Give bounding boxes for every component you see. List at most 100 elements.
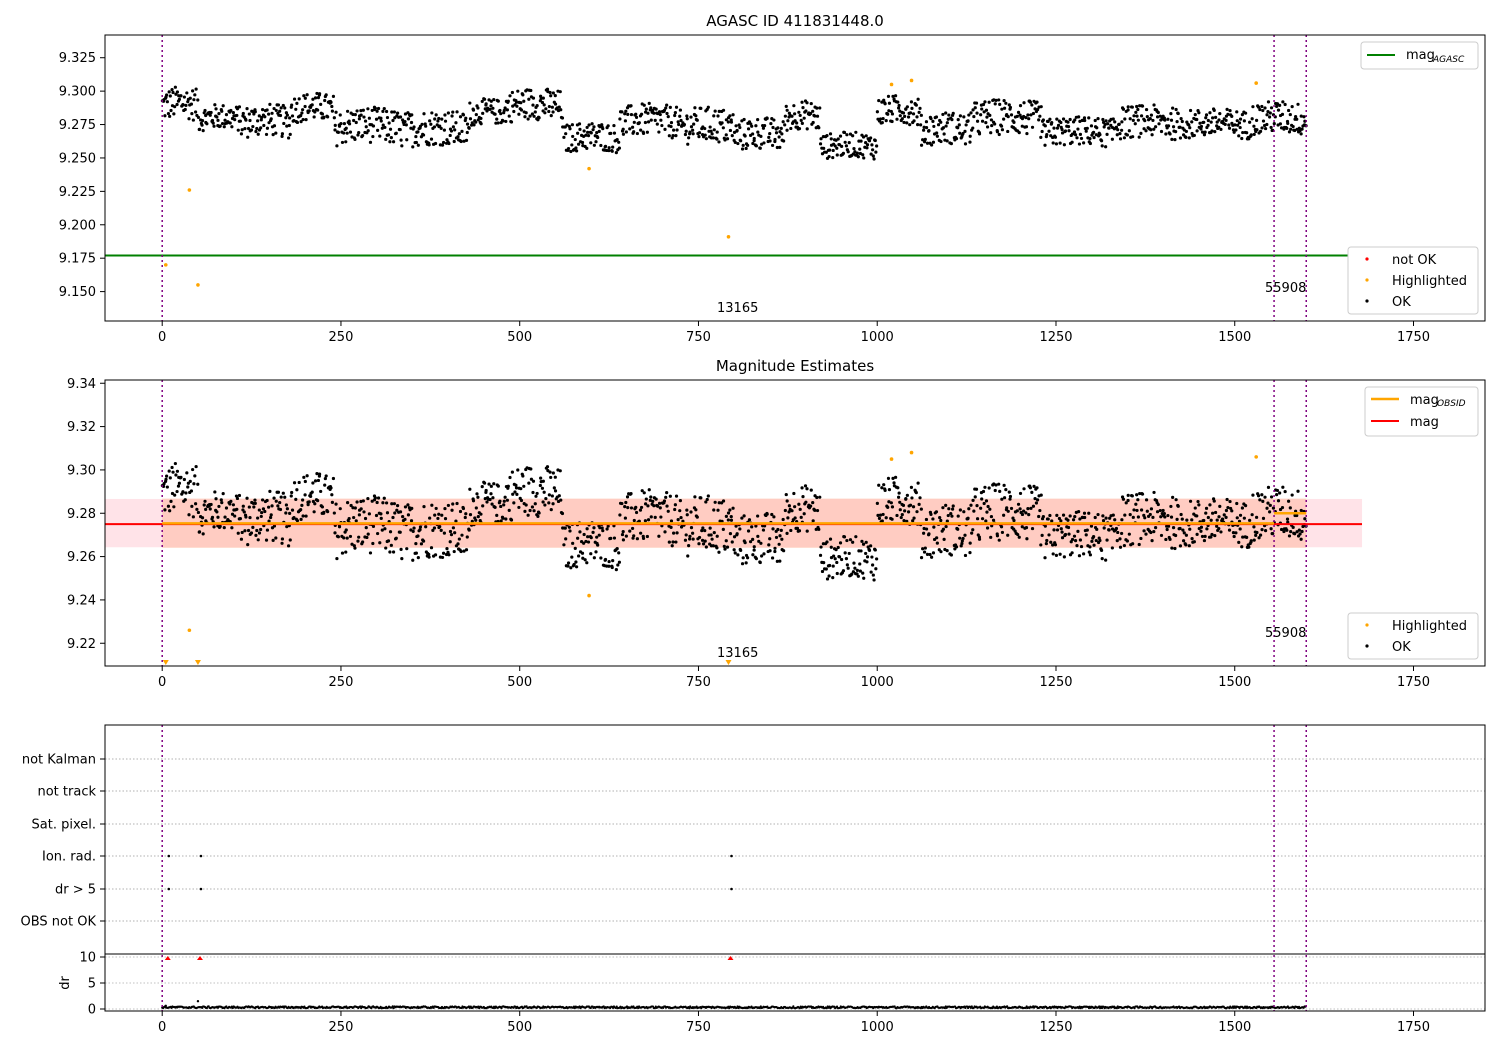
ok-point <box>1118 132 1122 136</box>
ok-point <box>541 500 545 504</box>
ok-point <box>350 542 354 546</box>
ok-point <box>819 137 823 141</box>
ok-point <box>1291 124 1295 129</box>
ok-point <box>1215 524 1219 528</box>
ok-point <box>204 507 208 511</box>
ok-point <box>1156 502 1160 507</box>
ok-point <box>456 135 460 139</box>
flag-row-label: dr > 5 <box>55 883 96 898</box>
ok-point <box>1127 129 1131 133</box>
ok-point <box>451 110 455 114</box>
ok-point <box>1140 492 1145 496</box>
ok-point <box>944 524 948 529</box>
ok-point <box>922 125 926 129</box>
ok-point <box>543 111 547 115</box>
ok-point <box>1151 118 1155 123</box>
ok-point <box>756 117 760 122</box>
flag-point <box>730 887 733 891</box>
ok-point <box>1185 518 1189 522</box>
ok-point <box>1025 131 1029 136</box>
ok-point <box>779 528 783 532</box>
ok-point <box>338 507 342 511</box>
ok-point <box>1159 533 1164 538</box>
ok-point <box>1302 115 1306 119</box>
ok-point <box>1118 137 1123 141</box>
ok-point <box>1022 487 1026 491</box>
ok-point <box>1062 555 1066 559</box>
ok-point <box>414 541 418 546</box>
ok-point <box>1101 518 1106 523</box>
ok-point <box>859 549 863 553</box>
ok-point <box>290 490 294 495</box>
ok-point <box>484 102 488 106</box>
ok-point <box>1269 106 1274 110</box>
ok-point <box>983 100 987 104</box>
ok-point <box>1028 100 1032 104</box>
ok-point <box>354 519 358 523</box>
ok-point <box>697 131 702 135</box>
ok-point <box>481 111 485 115</box>
dr-point <box>893 1005 896 1008</box>
ok-point <box>652 111 656 115</box>
ok-point <box>1263 106 1267 110</box>
ok-point <box>1261 499 1265 503</box>
y-tick-label: 9.250 <box>59 151 96 166</box>
ok-point <box>458 115 463 119</box>
dr-red-marker <box>196 956 203 961</box>
ok-point <box>763 124 767 128</box>
ok-point <box>239 132 244 136</box>
ok-point <box>710 132 714 136</box>
ok-point <box>697 135 701 139</box>
ok-point <box>171 470 175 474</box>
ok-point <box>795 121 799 125</box>
ok-point <box>672 531 676 535</box>
ok-point <box>938 515 942 520</box>
ok-point <box>620 501 624 506</box>
ok-point <box>941 112 945 117</box>
dr-point <box>1006 1005 1009 1008</box>
ok-point <box>877 516 882 520</box>
ok-point <box>629 112 634 117</box>
ok-point <box>689 526 694 530</box>
ok-point <box>252 505 256 509</box>
ok-point <box>1285 517 1290 521</box>
ok-point <box>1104 119 1108 123</box>
ok-point <box>623 505 627 509</box>
ok-point <box>474 518 478 522</box>
ok-point <box>1145 509 1149 513</box>
ok-point <box>213 103 217 107</box>
ok-point <box>401 515 405 519</box>
ok-point <box>552 486 556 490</box>
ok-point <box>260 498 265 502</box>
ok-point <box>596 543 600 547</box>
ok-point <box>969 503 973 507</box>
ok-point <box>379 119 383 123</box>
ok-point <box>1046 119 1050 124</box>
ok-point <box>453 531 457 535</box>
ok-point <box>713 109 717 113</box>
x-tick-label: 1500 <box>1218 675 1251 690</box>
ok-point <box>568 127 572 131</box>
ok-point <box>578 127 582 131</box>
ok-point <box>455 110 459 114</box>
ok-point <box>617 140 621 144</box>
ok-point <box>489 484 493 488</box>
ok-point <box>285 124 289 128</box>
ok-point <box>170 465 174 470</box>
ok-point <box>620 532 625 537</box>
ok-point <box>751 553 755 557</box>
ok-point <box>475 492 479 496</box>
ok-point <box>1079 136 1084 141</box>
ok-point <box>639 531 643 535</box>
ok-point <box>474 120 478 124</box>
ok-point <box>284 116 288 120</box>
dr-point <box>615 1005 618 1008</box>
dr-tick-label: 0 <box>88 1003 96 1018</box>
ok-point <box>173 105 177 109</box>
ok-point <box>989 514 994 519</box>
ok-point <box>725 545 730 549</box>
ok-point <box>835 571 839 576</box>
dr-point <box>792 1005 795 1008</box>
ok-point <box>214 497 218 501</box>
ok-point <box>1044 542 1048 546</box>
